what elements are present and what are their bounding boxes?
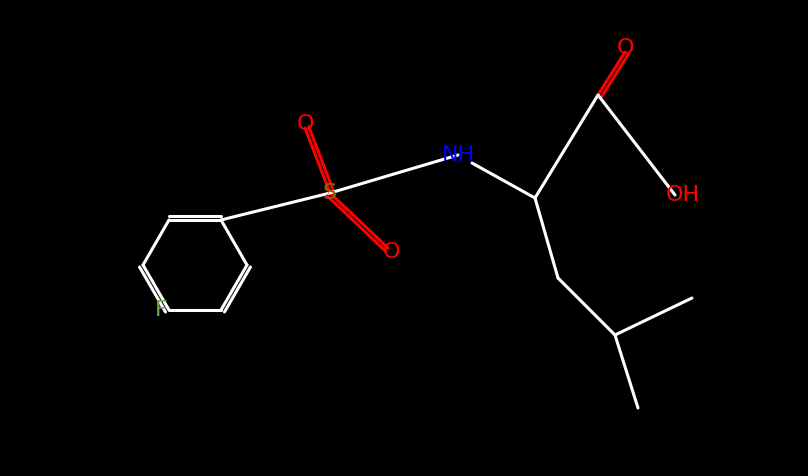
Text: F: F	[154, 300, 167, 320]
Text: OH: OH	[666, 185, 700, 205]
Text: O: O	[617, 38, 633, 58]
Text: S: S	[323, 183, 337, 203]
Text: O: O	[297, 114, 314, 134]
Text: NH: NH	[441, 145, 474, 165]
Text: O: O	[383, 242, 401, 262]
